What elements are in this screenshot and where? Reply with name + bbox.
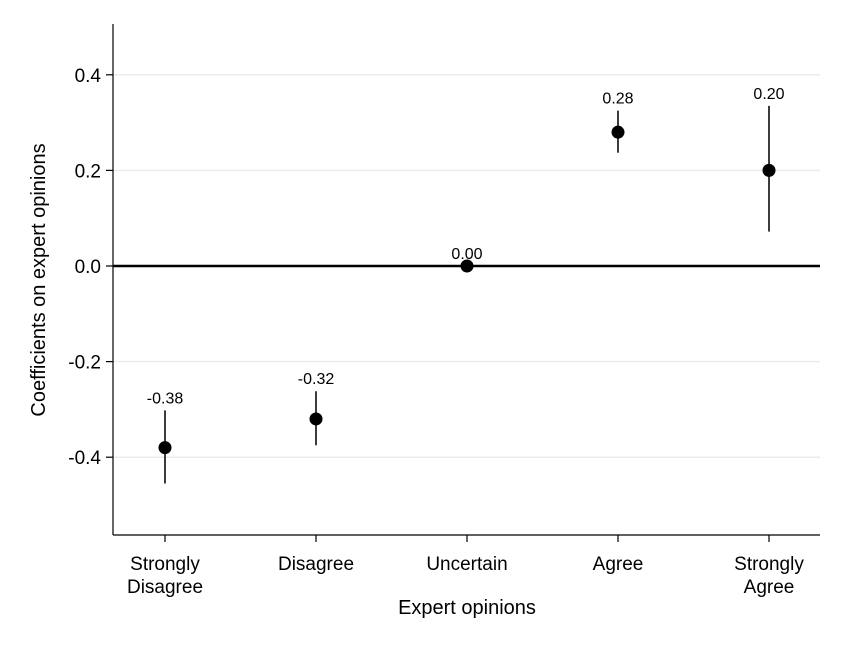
confidence-intervals — [164, 105, 770, 484]
x-tick-label-line: Agree — [593, 554, 644, 575]
data-label: -0.38 — [147, 390, 184, 407]
gridlines — [113, 74, 820, 458]
x-tick-label: Disagree — [278, 554, 354, 575]
data-label: 0.28 — [602, 91, 633, 108]
y-tick-label: -0.2 — [68, 353, 101, 374]
x-tick-label-line: Strongly — [734, 554, 804, 575]
x-tick-label: Strongly Disagree — [127, 554, 203, 598]
x-tick-label-line: Uncertain — [426, 554, 507, 575]
x-tick-label-line: Strongly — [130, 554, 200, 575]
data-point — [762, 163, 776, 177]
data-points — [158, 125, 776, 455]
y-tick-label: 0.0 — [75, 257, 101, 278]
x-tick-label: Strongly Agree — [734, 554, 804, 598]
x-tick-label-line: Disagree — [127, 577, 203, 598]
data-labels: -0.38 -0.32 0.00 0.28 0.20 — [147, 86, 785, 407]
y-tick-label: 0.4 — [75, 66, 102, 87]
x-axis-title: Expert opinions — [398, 597, 536, 619]
y-tick-label: -0.4 — [68, 448, 101, 469]
y-tick-label: 0.2 — [75, 161, 101, 182]
y-axis-title: Coefficients on expert opinions — [28, 143, 50, 416]
data-point — [158, 441, 172, 455]
data-point — [309, 412, 323, 426]
data-point — [460, 259, 474, 273]
data-label: 0.00 — [451, 246, 482, 263]
data-point — [611, 125, 625, 139]
x-tick-label-line: Agree — [744, 577, 795, 598]
data-label: 0.20 — [753, 86, 784, 103]
x-tick-label: Agree — [593, 554, 644, 575]
data-label: -0.32 — [298, 371, 335, 388]
x-tick-label-line: Disagree — [278, 554, 354, 575]
x-tick-label: Uncertain — [426, 554, 507, 575]
